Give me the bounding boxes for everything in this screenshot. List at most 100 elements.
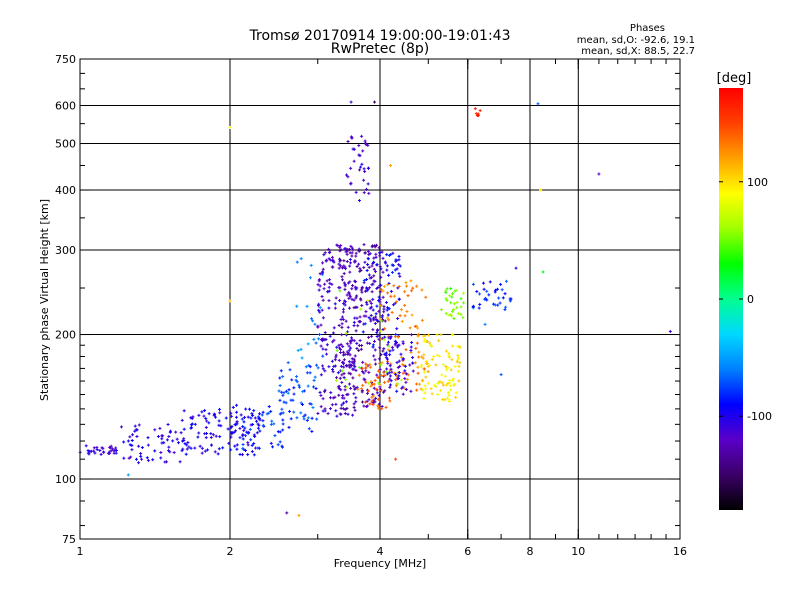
data-point [383, 319, 387, 323]
data-point [353, 316, 357, 320]
x-axis-label: Frequency [MHz] [334, 557, 426, 570]
data-point [109, 449, 113, 453]
data-point [332, 338, 336, 342]
data-point [310, 429, 314, 433]
data-point [373, 358, 377, 362]
data-point [351, 413, 355, 417]
data-point [307, 427, 311, 431]
data-point [440, 373, 444, 377]
data-point [342, 281, 346, 285]
data-point [159, 450, 163, 454]
data-point [179, 431, 183, 435]
data-point [196, 435, 200, 439]
data-point [386, 291, 390, 295]
data-point [381, 270, 385, 274]
data-point [397, 359, 401, 363]
data-point [350, 254, 354, 258]
data-point [349, 261, 353, 265]
data-point [257, 446, 261, 450]
data-point [396, 382, 400, 386]
data-point [207, 412, 211, 416]
data-point [364, 141, 368, 145]
data-point [308, 276, 312, 280]
data-point [339, 244, 343, 248]
data-point [247, 407, 251, 411]
data-point [341, 345, 345, 349]
data-point [360, 367, 364, 371]
data-point [363, 260, 367, 264]
data-point [238, 426, 242, 430]
data-point [378, 251, 382, 255]
data-point [290, 378, 294, 382]
data-point [334, 409, 338, 413]
data-point [347, 344, 351, 348]
data-point [445, 368, 449, 372]
data-point [200, 410, 204, 414]
data-point [597, 172, 601, 176]
data-point [156, 434, 160, 438]
data-point [295, 416, 299, 420]
data-point [389, 289, 393, 293]
data-point [187, 445, 191, 449]
data-point [347, 360, 351, 364]
data-point [310, 416, 314, 420]
data-point [370, 334, 374, 338]
data-point [357, 373, 361, 377]
data-point [284, 401, 288, 405]
data-point [350, 297, 354, 301]
data-point [364, 369, 368, 373]
data-point [261, 423, 265, 427]
data-point [343, 303, 347, 307]
data-point [348, 264, 352, 268]
data-point [388, 364, 392, 368]
data-point [241, 442, 245, 446]
data-point [286, 391, 290, 395]
data-point [478, 292, 482, 296]
data-point [353, 408, 357, 412]
data-point [374, 396, 378, 400]
data-point [316, 325, 320, 329]
data-point [229, 414, 233, 418]
data-point [342, 358, 346, 362]
data-point [282, 400, 286, 404]
x-tick-label: 10 [571, 545, 585, 558]
data-point [435, 333, 439, 337]
data-point [212, 412, 216, 416]
data-point [447, 294, 451, 298]
data-point [438, 354, 442, 358]
data-point [348, 257, 352, 261]
data-point [444, 312, 448, 316]
data-point [114, 451, 118, 455]
data-point [404, 281, 408, 285]
data-point [269, 422, 273, 426]
data-point [343, 247, 347, 251]
data-point [359, 297, 363, 301]
data-point [367, 381, 371, 385]
data-point [379, 337, 383, 341]
data-point [331, 396, 335, 400]
data-point [378, 297, 382, 301]
data-point [234, 423, 238, 427]
data-point [87, 452, 91, 456]
stats-o: mean, sd,O: -92.6, 19.1 [577, 35, 695, 46]
data-point [233, 444, 237, 448]
data-point [333, 306, 337, 310]
data-point [153, 449, 157, 453]
data-point [501, 296, 505, 300]
data-point [348, 295, 352, 299]
data-point [226, 427, 230, 431]
data-point [397, 258, 401, 262]
data-point [392, 284, 396, 288]
data-point [311, 319, 315, 323]
data-point [438, 380, 442, 384]
data-point [373, 348, 377, 352]
data-point [256, 426, 260, 430]
data-point [282, 391, 286, 395]
data-point [365, 364, 369, 368]
data-point [367, 265, 371, 269]
data-point [383, 380, 387, 384]
data-point [367, 370, 371, 374]
data-point [436, 382, 440, 386]
data-point [366, 182, 370, 186]
chart-title: Tromsø 20170914 19:00:00-19:01:43 [249, 28, 511, 44]
